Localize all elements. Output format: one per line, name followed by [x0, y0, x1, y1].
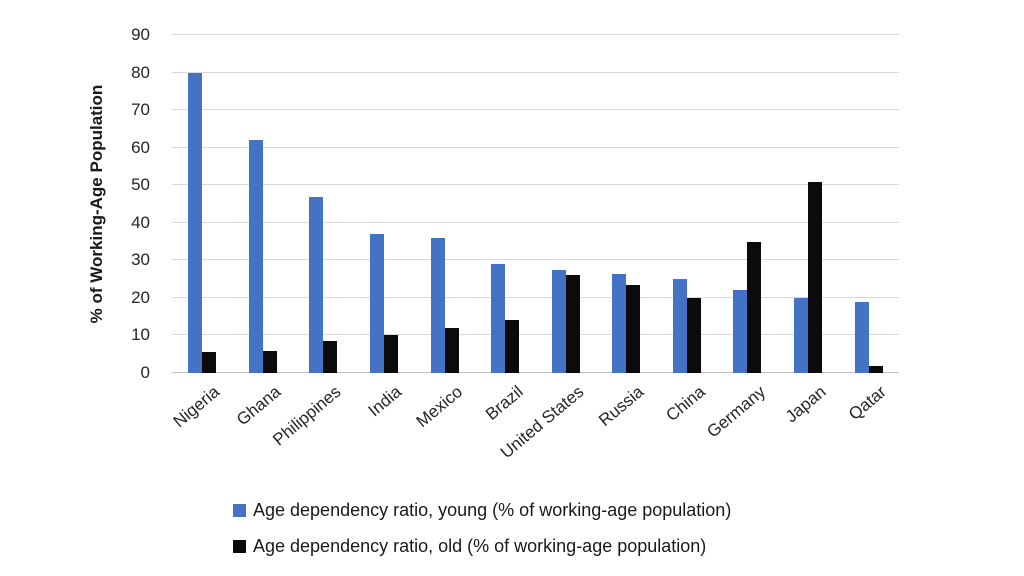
bar-old-japan — [808, 181, 823, 373]
bar-young-china — [672, 279, 687, 373]
bar-old-india — [384, 335, 399, 373]
y-tick-label-70: 70 — [131, 100, 150, 120]
legend-label-old: Age dependency ratio, old (% of working-… — [253, 536, 707, 556]
bar-group-china — [657, 35, 718, 373]
bar-old-nigeria — [202, 352, 217, 373]
bar-group-brazil — [475, 35, 536, 373]
bar-old-china — [686, 297, 701, 373]
gridline-50 — [172, 184, 899, 186]
x-label-brazil: Brazil — [481, 382, 527, 424]
bar-young-russia — [612, 273, 627, 373]
y-tick-label-60: 60 — [131, 137, 150, 157]
legend-swatch-old-icon — [233, 540, 246, 553]
y-tick-label-90: 90 — [131, 25, 150, 44]
bar-old-philippines — [323, 341, 338, 373]
gridline-90 — [172, 34, 899, 35]
bar-young-japan — [794, 297, 809, 373]
y-tick-label-50: 50 — [131, 175, 150, 195]
gridline-70 — [172, 109, 899, 111]
bar-old-mexico — [444, 327, 459, 373]
legend-swatch-young-icon — [233, 504, 246, 517]
bar-group-qatar — [838, 35, 899, 373]
x-label-japan: Japan — [781, 382, 830, 427]
x-label-mexico: Mexico — [412, 382, 466, 432]
bar-old-qatar — [868, 365, 883, 373]
bar-young-india — [370, 234, 385, 373]
bar-group-mexico — [414, 35, 475, 373]
bar-young-united-states — [551, 269, 566, 373]
bar-young-nigeria — [188, 72, 203, 373]
bar-young-mexico — [430, 237, 445, 373]
bar-young-qatar — [854, 301, 869, 373]
bar-group-united-states — [535, 35, 596, 373]
gridline-30 — [172, 259, 899, 261]
legend: Age dependency ratio, young (% of workin… — [233, 500, 731, 557]
x-label-russia: Russia — [595, 382, 648, 430]
x-label-germany: Germany — [702, 382, 769, 442]
y-tick-label-30: 30 — [131, 250, 150, 270]
y-tick-label-10: 10 — [131, 325, 150, 345]
bar-old-brazil — [505, 320, 520, 373]
bar-group-ghana — [233, 35, 294, 373]
bar-old-russia — [626, 284, 641, 373]
bar-group-nigeria — [172, 35, 233, 373]
legend-item-young: Age dependency ratio, young (% of workin… — [233, 500, 731, 521]
gridline-0 — [172, 372, 899, 373]
y-tick-label-0: 0 — [140, 363, 150, 382]
legend-item-old: Age dependency ratio, old (% of working-… — [233, 536, 731, 557]
bar-groups — [172, 35, 899, 373]
bar-old-germany — [747, 241, 762, 373]
bar-group-japan — [778, 35, 839, 373]
gridline-80 — [172, 71, 899, 73]
bar-old-ghana — [262, 350, 277, 373]
plot-area — [172, 34, 899, 373]
x-label-china: China — [661, 382, 709, 426]
bar-young-germany — [733, 290, 748, 373]
x-label-qatar: Qatar — [845, 382, 890, 424]
bar-group-philippines — [293, 35, 354, 373]
gridline-60 — [172, 146, 899, 148]
bar-group-india — [354, 35, 415, 373]
bar-group-germany — [717, 35, 778, 373]
bar-young-brazil — [491, 264, 506, 373]
x-label-nigeria: Nigeria — [170, 382, 224, 432]
x-label-india: India — [364, 382, 406, 421]
bar-young-ghana — [248, 140, 263, 373]
legend-label-young: Age dependency ratio, young (% of workin… — [253, 500, 732, 520]
gridline-40 — [172, 221, 899, 223]
gridline-20 — [172, 296, 899, 298]
y-tick-label-20: 20 — [131, 287, 150, 307]
bar-old-united-states — [565, 275, 580, 373]
gridline-10 — [172, 334, 899, 336]
x-label-ghana: Ghana — [232, 382, 285, 430]
bar-young-philippines — [309, 196, 324, 373]
bar-group-russia — [596, 35, 657, 373]
y-tick-label-80: 80 — [131, 62, 150, 82]
y-tick-label-40: 40 — [131, 212, 150, 232]
